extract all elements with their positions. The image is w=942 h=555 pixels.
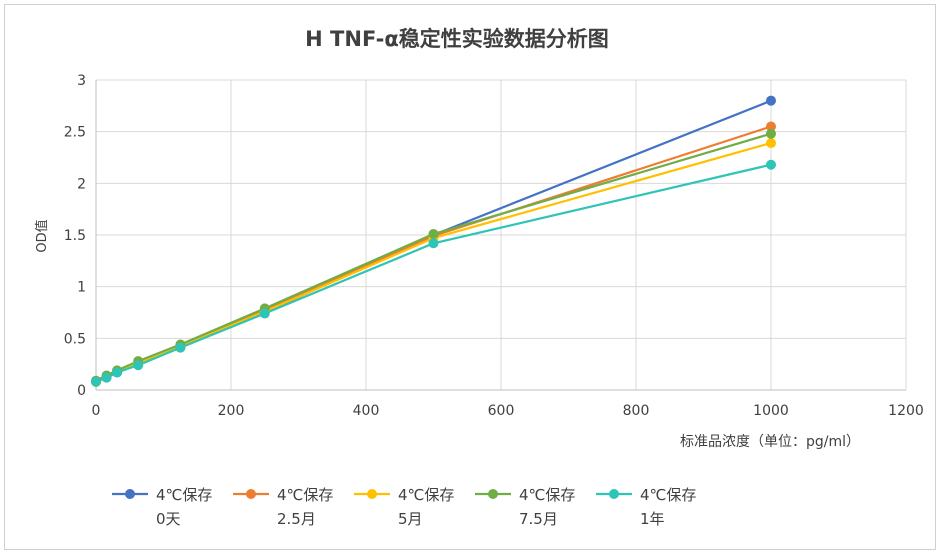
grid-lines [96,79,907,390]
x-tick-label: 200 [218,403,245,419]
legend-label: 7.5月 [519,510,558,528]
y-tick-label: 1.5 [64,228,86,244]
x-tick-label: 400 [353,403,380,419]
legend-label: 1年 [640,510,665,528]
x-tick-label: 800 [623,403,650,419]
y-tick-label: 0 [77,383,86,399]
legend-marker [125,489,135,499]
data-point [101,372,112,383]
y-axis-label: OD值 [34,219,50,252]
y-tick-label: 2.5 [64,125,86,141]
legend-label: 4℃保存 [156,486,212,504]
data-point [428,228,439,239]
data-point [133,360,144,371]
x-tick-label: 0 [92,403,101,419]
legend-label: 0天 [156,510,181,528]
legend-label: 4℃保存 [398,486,454,504]
series-line [95,163,772,383]
data-point [91,376,101,387]
data-point [428,238,439,249]
data-point [259,308,270,319]
data-point [766,121,776,132]
y-tick-label: 0.5 [64,331,86,347]
tick-labels: 0 0.5 1 1.5 2 2.5 3 0 200 400 600 800 1000 1200 [64,73,924,419]
y-tick-label: 2 [77,176,86,192]
data-point [766,159,776,170]
chart-frame [4,4,936,550]
axes [95,80,906,391]
x-tick-label: 1200 [888,403,924,419]
legend-marker [609,489,619,499]
data-point [175,342,186,353]
chart-title: H TNF-α稳定性实验数据分析图 [305,27,609,51]
x-axis-label: 标准品浓度（单位：pg/ml） [680,434,860,450]
legend: 4℃保存 0天 4℃保存 2.5月 4℃保存 5月 4℃保存 7.5月 4℃保存 1年 [112,486,696,528]
legend-label: 5月 [398,510,423,528]
data-point [766,95,776,106]
legend-marker [367,489,377,499]
legend-marker [246,489,256,499]
legend-label: 4℃保存 [277,486,333,504]
x-tick-label: 1000 [753,403,789,419]
y-tick-label: 3 [77,73,86,89]
x-tick-label: 600 [488,403,515,419]
legend-label: 2.5月 [277,510,316,528]
data-point [766,138,776,149]
data-point [112,367,123,378]
data-point [766,128,776,139]
series-group [91,95,776,387]
legend-label: 4℃保存 [519,486,575,504]
legend-marker [488,489,498,499]
legend-label: 4℃保存 [640,486,696,504]
y-tick-label: 1 [77,280,86,296]
series-line [95,141,772,383]
